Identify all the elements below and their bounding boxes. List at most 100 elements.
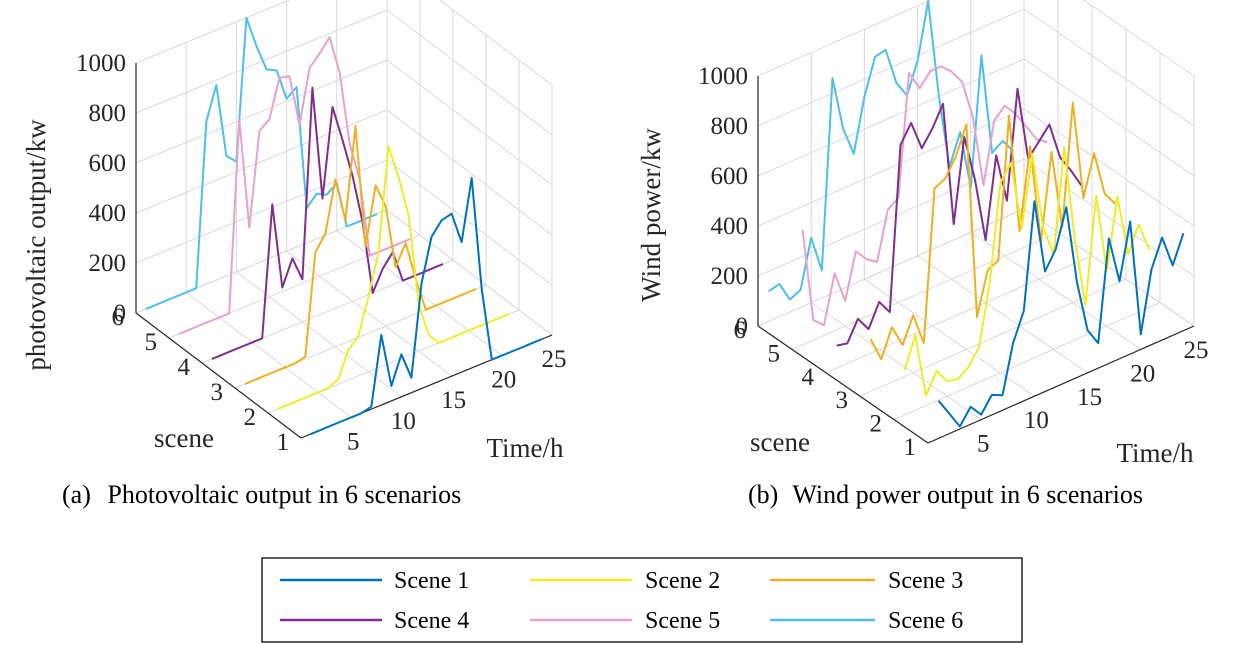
- grid-line: [386, 109, 553, 236]
- grid-line: [757, 158, 1025, 277]
- series-line-scene-6-b: [768, 0, 1015, 301]
- grid-line: [893, 302, 1161, 421]
- y-tick-label: 1: [277, 429, 290, 456]
- grid-line: [917, 255, 1088, 374]
- xlabel-a: Time/h: [486, 433, 564, 463]
- grid-line: [386, 9, 553, 136]
- ylabel-a: scene: [154, 423, 214, 453]
- x-tick-label: 15: [1077, 384, 1102, 411]
- series-line-scene-1-a: [310, 177, 543, 435]
- caption-b: (b) Wind power output in 6 scenarios: [748, 480, 1143, 509]
- y-tick-label: 4: [178, 354, 191, 381]
- grid-line: [757, 0, 933, 77]
- y-tick-label: 6: [112, 304, 125, 331]
- grid-line: [757, 108, 1025, 227]
- grid-line: [236, 271, 402, 398]
- x-tick-label: 20: [1130, 360, 1155, 387]
- grid-line: [336, 230, 503, 356]
- axes-b: [757, 76, 1195, 444]
- z-tick-label: 600: [711, 163, 749, 190]
- grid-line: [386, 59, 553, 186]
- legend-label-scene-4: Scene 4: [394, 608, 469, 634]
- series-line-scene-5-b: [801, 65, 1048, 327]
- grid-line: [859, 278, 1127, 397]
- y-tick-label: 5: [768, 340, 781, 367]
- grid-line: [135, 9, 388, 114]
- legend-box: [261, 557, 1023, 643]
- x-axis-line: [927, 325, 1195, 444]
- x-tick-label: 25: [1184, 337, 1209, 364]
- series-line-scene-3-b: [869, 101, 1117, 361]
- z-tick-label: 200: [89, 250, 127, 277]
- caption-a: (a) Photovoltaic output in 6 scenarios: [62, 480, 461, 509]
- grid-line: [1023, 158, 1195, 277]
- z-tick-label: 200: [711, 263, 749, 290]
- x-tick-label: 5: [977, 431, 990, 458]
- series-line-scene-2-b: [903, 146, 1151, 397]
- y-tick-label: 3: [211, 379, 224, 406]
- z-tick-label: 0: [114, 300, 127, 327]
- zlabel-a: photovoltaic output/kw: [21, 119, 51, 371]
- legend-label-scene-1: Scene 1: [394, 568, 469, 594]
- y-tick-label: 5: [145, 329, 158, 356]
- z-tick-label: 800: [89, 100, 127, 127]
- zlabel-b: Wind power/kw: [636, 128, 666, 302]
- y-tick-label: 3: [836, 387, 849, 414]
- series-line-scene-5-a: [178, 36, 411, 335]
- grid-line: [1023, 58, 1195, 177]
- grid-line: [135, 159, 388, 264]
- z-tick-label: 1000: [698, 63, 748, 90]
- y-axis-line: [135, 312, 302, 439]
- x-tick-label: 10: [1024, 407, 1049, 434]
- x-tick-label: 10: [391, 408, 416, 435]
- legend-label-scene-5: Scene 5: [645, 608, 720, 634]
- x-tick-label: 25: [542, 346, 567, 373]
- series-line-scene-2-a: [277, 145, 510, 410]
- y-tick-label: 4: [802, 364, 815, 391]
- grid-line: [386, 209, 553, 336]
- series-line-scene-4-a: [211, 86, 444, 360]
- x-tick-label: 20: [491, 367, 516, 394]
- caption-b-text: Wind power output in 6 scenarios: [792, 480, 1143, 509]
- legend-label-scene-3: Scene 3: [888, 568, 963, 594]
- z-tick-label: 400: [89, 200, 127, 227]
- y-tick-label: 2: [870, 411, 883, 438]
- grid-line: [1023, 8, 1195, 127]
- y-tick-label: 2: [244, 404, 257, 431]
- ylabel-b: scene: [750, 427, 810, 457]
- z-tick-label: 800: [711, 113, 749, 140]
- series-line-scene-4-b: [836, 87, 1083, 347]
- grid-line: [185, 292, 352, 418]
- grid-line: [438, 0, 553, 86]
- grid-a: [135, 0, 553, 439]
- grid-line: [825, 255, 1093, 374]
- grid-line: [757, 208, 1025, 327]
- grid-line: [1023, 208, 1195, 327]
- caption-a-text: Photovoltaic output in 6 scenarios: [107, 480, 461, 509]
- z-tick-label: 600: [89, 150, 127, 177]
- series-group-b: [768, 0, 1185, 428]
- z-tick-label: 1000: [76, 50, 126, 77]
- x-tick-label: 15: [441, 387, 466, 414]
- z-tick-label: 0: [736, 313, 749, 340]
- grid-line: [1023, 108, 1195, 227]
- y-tick-label: 6: [734, 317, 747, 344]
- x-tick-label: 5: [347, 428, 360, 455]
- z-tick-label: 400: [711, 213, 749, 240]
- grid-line: [810, 302, 982, 421]
- caption-a-label: (a): [62, 480, 91, 509]
- grid-line: [135, 109, 388, 214]
- xlabel-b: Time/h: [1116, 438, 1194, 468]
- series-line-scene-1-b: [937, 200, 1185, 428]
- legend-label-scene-6: Scene 6: [888, 608, 963, 634]
- grid-line: [1082, 0, 1195, 77]
- caption-b-label: (b): [748, 480, 778, 509]
- y-tick-label: 1: [904, 434, 917, 461]
- legend: Scene 1 Scene 2 Scene 3 Scene 4 Scene 5 …: [261, 557, 1023, 643]
- series-line-scene-3-a: [244, 125, 477, 385]
